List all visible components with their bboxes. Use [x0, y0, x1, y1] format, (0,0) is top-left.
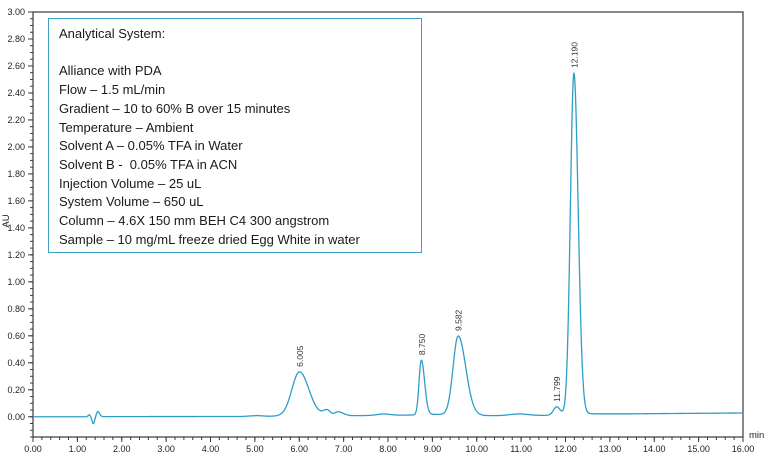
y-tick-label: 2.80 [7, 34, 25, 44]
peak-label: 12.190 [569, 42, 579, 68]
info-box-title: Analytical System: [59, 26, 166, 41]
x-tick-label: 8.00 [379, 444, 397, 454]
x-tick-label: 13.00 [599, 444, 622, 454]
y-tick-label: 1.80 [7, 169, 25, 179]
y-tick-label: 0.20 [7, 385, 25, 395]
x-tick-label: 6.00 [290, 444, 308, 454]
y-tick-label: 0.40 [7, 358, 25, 368]
y-tick-label: 1.00 [7, 277, 25, 287]
y-tick-label: 1.40 [7, 223, 25, 233]
y-tick-label: 3.00 [7, 7, 25, 17]
y-tick-label: 2.40 [7, 88, 25, 98]
axis-tick-labels: 0.00 1.00 2.00 3.00 4.00 5.00 6.00 7.00 8.00 9.00… [7, 7, 754, 454]
peak-label: 8.750 [417, 334, 427, 356]
x-tick-label: 11.00 [510, 444, 532, 454]
x-axis-unit-label: min [749, 430, 764, 441]
peak-labels: 6.005 8.750 9.582 11.799 12.190 [295, 42, 579, 402]
info-line: Column – 4.6X 150 mm BEH C4 300 angstrom [59, 213, 330, 229]
x-tick-label: 12.00 [554, 444, 577, 454]
y-axis-unit-label: AU [1, 214, 12, 227]
y-tick-label: 0.00 [7, 412, 25, 422]
y-tick-label: 1.60 [7, 196, 25, 206]
y-tick-label: 2.60 [7, 61, 25, 71]
x-tick-label: 14.00 [643, 444, 666, 454]
info-line: Gradient – 10 to 60% B over 15 minutes [59, 100, 291, 116]
info-line: Temperature – Ambient [59, 119, 194, 135]
x-tick-label: 7.00 [335, 444, 353, 454]
x-tick-label: 10.00 [465, 444, 488, 454]
info-line: System Volume – 650 uL [59, 194, 204, 210]
peak-label: 6.005 [295, 345, 305, 367]
y-tick-label: 1.20 [7, 250, 25, 260]
info-box-lines: Alliance with PDA Flow – 1.5 mL/min Gradie… [59, 62, 411, 249]
x-tick-label: 1.00 [69, 444, 87, 454]
y-tick-label: 2.00 [7, 142, 25, 152]
axis-ticks [28, 11, 744, 442]
x-tick-label: 0.00 [24, 444, 42, 454]
analytical-system-info-box: Analytical System: Alliance with PDA Flow… [48, 18, 422, 253]
peak-label: 11.799 [552, 376, 562, 402]
y-tick-label: 2.20 [7, 115, 25, 125]
info-line: Injection Volume – 25 uL [59, 175, 202, 191]
info-line: Sample – 10 mg/mL freeze dried Egg White… [59, 231, 360, 247]
x-tick-label: 16.00 [732, 444, 755, 454]
y-tick-label: 0.60 [7, 331, 25, 341]
x-tick-label: 9.00 [424, 444, 442, 454]
info-line: Alliance with PDA [59, 63, 162, 79]
chromatogram-trace-group [32, 72, 744, 425]
info-line: Solvent A – 0.05% TFA in Water [59, 138, 243, 154]
x-tick-label: 4.00 [202, 444, 220, 454]
chromatogram-trace [32, 72, 744, 425]
x-tick-label: 5.00 [246, 444, 264, 454]
peak-label: 9.582 [454, 309, 464, 331]
x-tick-label: 2.00 [113, 444, 131, 454]
info-line: Solvent B - 0.05% TFA in ACN [59, 156, 238, 172]
x-tick-label: 3.00 [157, 444, 175, 454]
x-tick-label: 15.00 [687, 444, 710, 454]
y-tick-label: 0.80 [7, 304, 25, 314]
info-line: Flow – 1.5 mL/min [59, 82, 166, 98]
